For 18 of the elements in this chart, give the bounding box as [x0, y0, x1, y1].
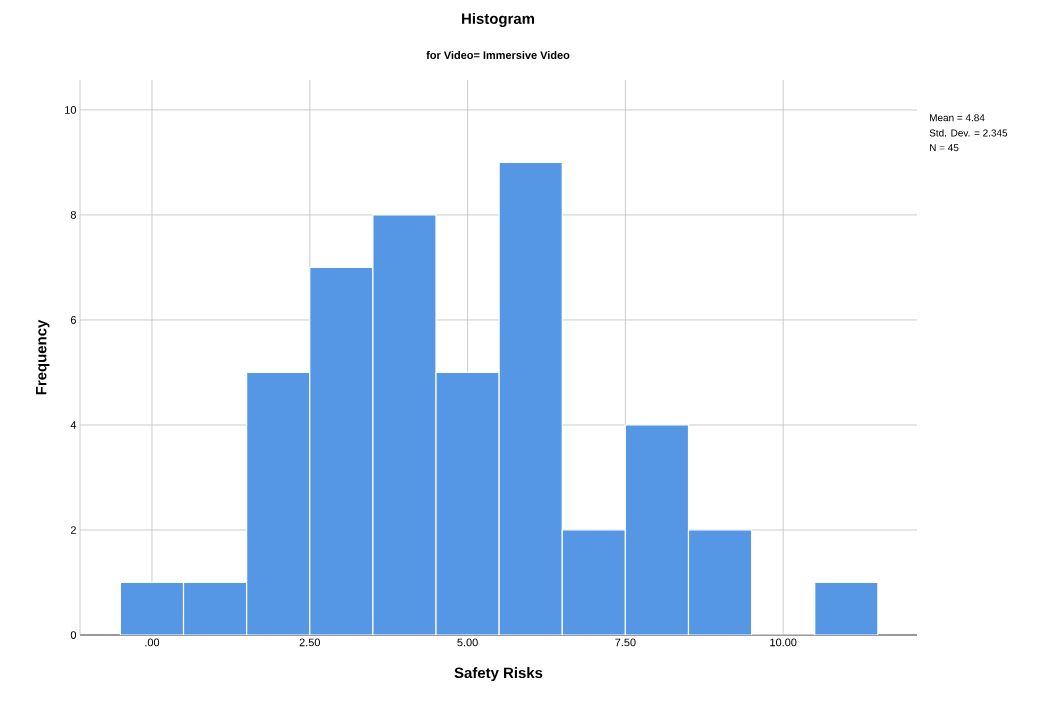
- x-tick-label: 2.50: [299, 638, 320, 647]
- text: Mean = 4.84: [930, 114, 985, 122]
- y-tick-label: 2: [70, 526, 76, 534]
- y-tick-label: 8: [70, 211, 76, 219]
- chart-subtitle: for Video= Immersive Video: [426, 50, 570, 60]
- text: N = 45: [930, 144, 959, 152]
- chart-title: Histogram: [462, 12, 535, 27]
- y-tick-label: 4: [70, 421, 77, 429]
- y-tick-label: 10: [65, 106, 77, 114]
- x-tick-label: 5.00: [457, 638, 478, 647]
- x-tick-label: 10.00: [770, 638, 797, 647]
- x-axis-title: Safety Risks: [454, 667, 543, 682]
- y-tick-label: 6: [70, 316, 76, 324]
- y-axis-title: Frequency: [36, 319, 50, 395]
- x-tick-label: 7.50: [615, 638, 636, 647]
- y-tick-label: 0: [70, 631, 77, 639]
- x-tick-label: .00: [145, 638, 160, 647]
- text: Std. Dev. = 2.345: [929, 129, 1008, 137]
